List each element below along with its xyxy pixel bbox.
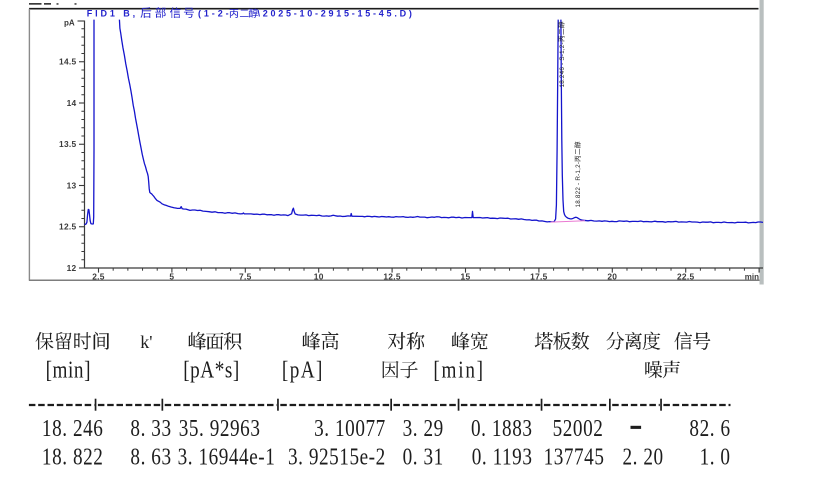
svg-text:13.5: 13.5: [59, 139, 77, 149]
svg-text:(1-2-: (1-2-: [198, 8, 232, 18]
svg-text:8. 63: 8. 63: [130, 444, 171, 471]
svg-text:12: 12: [67, 263, 77, 273]
svg-text:0. 1883: 0. 1883: [471, 415, 532, 442]
svg-text:137745: 137745: [544, 444, 605, 471]
svg-text:[pA]: [pA]: [282, 357, 324, 384]
svg-text:12.5: 12.5: [383, 272, 401, 282]
svg-text:0. 31: 0. 31: [403, 444, 444, 471]
svg-text:[pA*s]: [pA*s]: [183, 357, 240, 384]
svg-text:14.5: 14.5: [59, 57, 77, 67]
svg-text:3. 16944e-1: 3. 16944e-1: [178, 444, 276, 471]
svg-text:5: 5: [169, 272, 174, 282]
svg-text:18. 246: 18. 246: [42, 415, 103, 442]
svg-text:pA: pA: [64, 18, 75, 27]
svg-text:20: 20: [607, 272, 617, 282]
svg-text:14: 14: [67, 98, 77, 108]
svg-text:8. 33: 8. 33: [130, 415, 171, 442]
svg-text:18.822 - R-1,2-: 18.822 - R-1,2-: [575, 162, 582, 208]
svg-text:3. 10077: 3. 10077: [314, 415, 386, 442]
svg-text:82. 6: 82. 6: [689, 415, 730, 442]
svg-text:[min]: [min]: [46, 357, 91, 384]
svg-text:0. 1193: 0. 1193: [472, 444, 533, 471]
svg-text:FID1 B,: FID1 B,: [87, 8, 138, 18]
svg-text:22.5: 22.5: [677, 272, 695, 282]
svg-text:min: min: [745, 272, 759, 281]
svg-text:17.5: 17.5: [530, 272, 548, 282]
svg-text:15: 15: [461, 272, 471, 282]
svg-text:7.5: 7.5: [239, 272, 252, 282]
svg-text:12.5: 12.5: [59, 222, 77, 232]
svg-text:52002: 52002: [553, 415, 604, 442]
svg-text:18.246 - S-1,2-: 18.246 - S-1,2-: [559, 42, 566, 87]
svg-text:18. 822: 18. 822: [42, 444, 103, 471]
svg-text:35. 92963: 35. 92963: [179, 415, 261, 442]
svg-text:2.5: 2.5: [92, 272, 105, 282]
svg-text:3. 29: 3. 29: [403, 415, 444, 442]
svg-text:\2025-10-2915-15-45.D): \2025-10-2915-15-45.D): [258, 8, 415, 18]
svg-text:2. 20: 2. 20: [623, 444, 664, 471]
svg-text:[min]: [min]: [433, 357, 484, 384]
svg-text:13: 13: [67, 180, 77, 190]
svg-text:k': k': [140, 332, 152, 352]
svg-text:10: 10: [314, 272, 324, 282]
svg-text:3. 92515e-2: 3. 92515e-2: [288, 444, 386, 471]
svg-text:1. 0: 1. 0: [700, 444, 731, 471]
